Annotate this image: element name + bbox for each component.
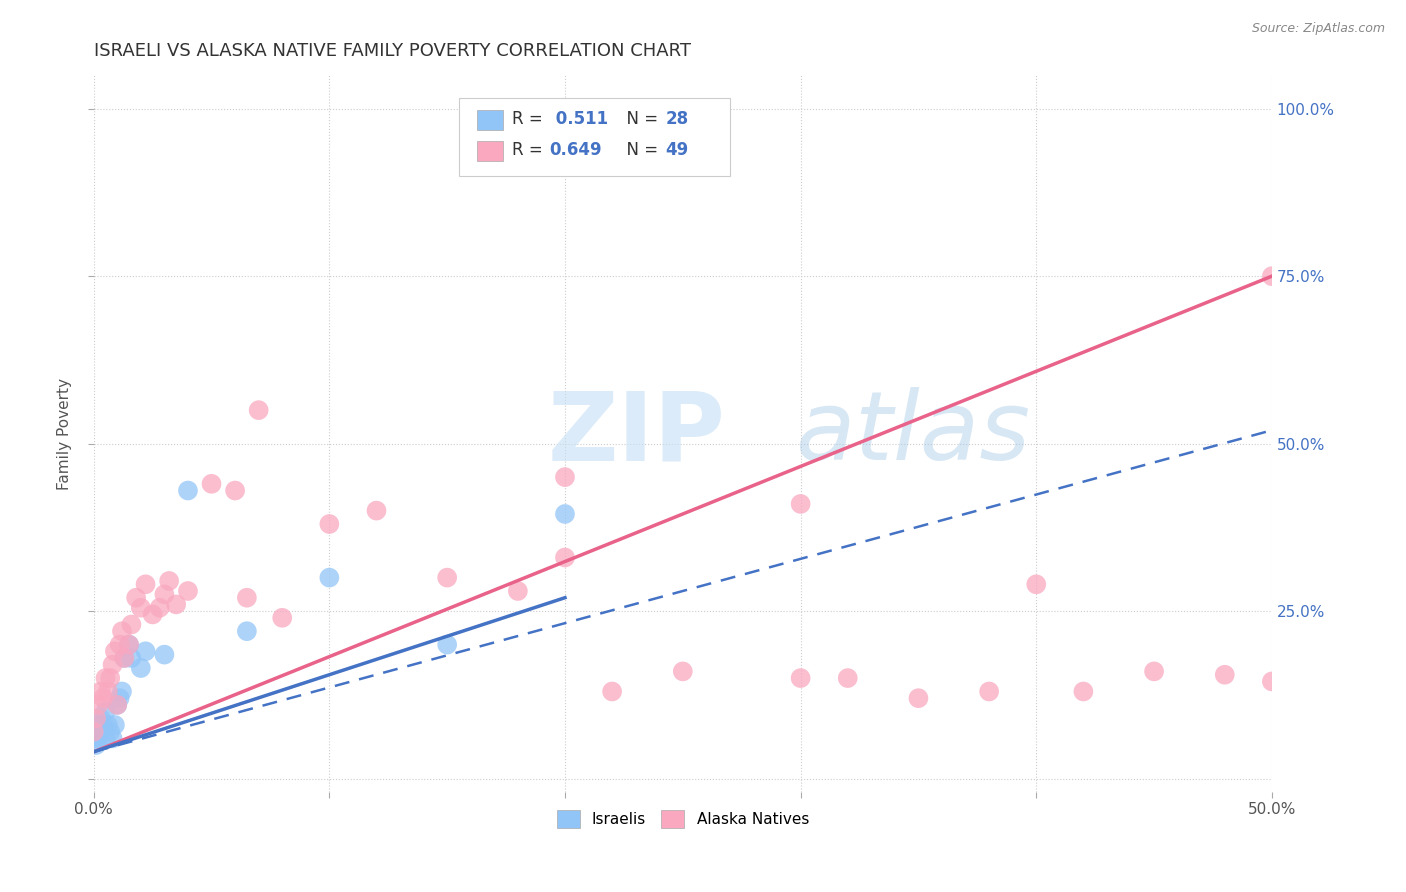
Point: [554, 470, 576, 484]
Point: [118, 638, 141, 652]
Text: 28: 28: [665, 110, 689, 128]
Point: [104, 718, 127, 732]
Point: [101, 657, 124, 672]
Point: [98, 671, 121, 685]
Point: [87, 731, 110, 746]
Point: [149, 600, 172, 615]
Point: [153, 648, 176, 662]
Point: [366, 503, 388, 517]
Point: [177, 483, 200, 498]
Point: [554, 550, 576, 565]
Point: [135, 644, 157, 658]
Point: [236, 591, 259, 605]
Point: [83, 731, 105, 746]
Text: Source: ZipAtlas.com: Source: ZipAtlas.com: [1251, 22, 1385, 36]
Point: [125, 591, 148, 605]
Point: [87, 698, 110, 712]
Point: [105, 698, 128, 712]
Text: atlas: atlas: [794, 387, 1029, 480]
Point: [120, 617, 142, 632]
Point: [91, 691, 114, 706]
Text: R =: R =: [512, 110, 548, 128]
Point: [907, 691, 929, 706]
Point: [135, 577, 157, 591]
Point: [554, 507, 576, 521]
Point: [97, 718, 120, 732]
FancyBboxPatch shape: [458, 98, 730, 176]
Point: [837, 671, 859, 685]
Point: [108, 691, 131, 706]
Point: [1213, 667, 1236, 681]
Point: [165, 598, 187, 612]
Point: [111, 624, 134, 639]
Text: 0.511: 0.511: [550, 110, 607, 128]
Point: [142, 607, 165, 622]
Point: [87, 718, 110, 732]
Legend: Israelis, Alaska Natives: Israelis, Alaska Natives: [551, 804, 815, 835]
Point: [129, 600, 152, 615]
Point: [436, 638, 458, 652]
Point: [177, 584, 200, 599]
Point: [600, 684, 623, 698]
Point: [94, 671, 117, 685]
Point: [436, 571, 458, 585]
Point: [1025, 577, 1047, 591]
Point: [104, 644, 127, 658]
Y-axis label: Family Poverty: Family Poverty: [58, 377, 72, 490]
Point: [318, 571, 340, 585]
Point: [97, 684, 120, 698]
Point: [318, 516, 340, 531]
Point: [247, 403, 270, 417]
FancyBboxPatch shape: [477, 141, 502, 161]
Point: [91, 718, 114, 732]
Point: [1073, 684, 1095, 698]
Point: [672, 665, 695, 679]
Point: [112, 651, 135, 665]
Point: [90, 724, 112, 739]
Point: [111, 684, 134, 698]
Point: [271, 611, 294, 625]
Point: [90, 711, 112, 725]
Point: [108, 638, 131, 652]
Point: [101, 731, 124, 746]
FancyBboxPatch shape: [477, 111, 502, 130]
Point: [118, 638, 141, 652]
Point: [200, 476, 222, 491]
Point: [129, 661, 152, 675]
Point: [105, 698, 128, 712]
Point: [94, 705, 117, 719]
Point: [979, 684, 1001, 698]
Point: [224, 483, 246, 498]
Text: 0.649: 0.649: [550, 142, 602, 160]
Point: [112, 651, 135, 665]
Text: ZIP: ZIP: [547, 387, 725, 480]
Point: [153, 587, 176, 601]
Text: R =: R =: [512, 142, 548, 160]
Point: [94, 731, 117, 746]
Text: N =: N =: [616, 110, 664, 128]
Point: [789, 497, 811, 511]
Point: [1261, 674, 1284, 689]
Point: [236, 624, 259, 639]
Point: [1261, 269, 1284, 284]
Point: [506, 584, 529, 599]
Text: ISRAELI VS ALASKA NATIVE FAMILY POVERTY CORRELATION CHART: ISRAELI VS ALASKA NATIVE FAMILY POVERTY …: [94, 42, 690, 60]
Point: [84, 738, 107, 752]
Point: [1143, 665, 1166, 679]
Point: [84, 724, 107, 739]
Point: [789, 671, 811, 685]
Point: [84, 711, 107, 725]
Text: 49: 49: [665, 142, 689, 160]
Point: [120, 651, 142, 665]
Point: [157, 574, 180, 588]
Point: [90, 684, 112, 698]
Text: N =: N =: [616, 142, 664, 160]
Point: [83, 724, 105, 739]
Point: [98, 724, 121, 739]
